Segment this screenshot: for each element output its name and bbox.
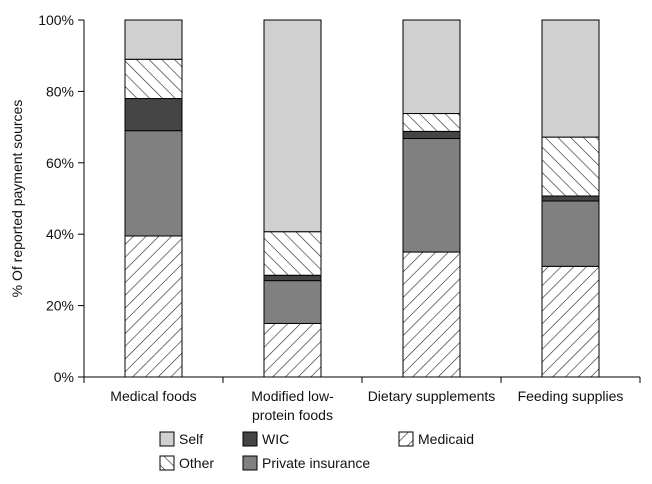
x-category-label: Medical foods: [110, 388, 196, 404]
bar-segment-self: [402, 19, 461, 115]
y-tick-label: 40%: [46, 226, 74, 242]
legend-swatch: [242, 431, 258, 447]
bar-segment-medicaid: [124, 235, 183, 378]
legend-label: Private insurance: [262, 455, 370, 471]
bar-segment-medicaid: [402, 251, 461, 378]
bar-segment-medicaid: [263, 322, 322, 378]
y-tick-label: 80%: [46, 83, 74, 99]
x-category-label: Modified low-: [251, 388, 334, 404]
legend-label: Other: [179, 455, 214, 471]
bar-segment-private-insurance: [541, 200, 600, 267]
bar-segment-wic: [263, 274, 322, 282]
y-tick-label: 100%: [38, 12, 74, 28]
legend-swatch: [242, 455, 258, 471]
legend-label: Medicaid: [418, 431, 474, 447]
legend-entry-other: Other: [159, 455, 214, 471]
bar-segment-other: [402, 113, 461, 132]
legend: Self WIC Medicaid Other Private insurance: [159, 431, 474, 471]
bar-segment-self: [541, 19, 600, 138]
legend-entry-private-insurance: Private insurance: [242, 455, 370, 471]
legend-swatch: [159, 431, 175, 447]
y-tick-label: 0%: [54, 369, 74, 385]
bar-segment-wic: [124, 98, 183, 132]
bar-segment-other: [541, 136, 600, 197]
y-axis-label: % Of reported payment sources: [9, 100, 25, 298]
legend-swatch: [159, 455, 175, 471]
y-tick-label: 60%: [46, 155, 74, 171]
y-tick-label: 20%: [46, 298, 74, 314]
bar-segment-self: [263, 19, 322, 233]
legend-label: Self: [179, 431, 203, 447]
legend-entry-wic: WIC: [242, 431, 289, 447]
bars: [124, 19, 600, 378]
bar-segment-private-insurance: [263, 280, 322, 324]
legend-entry-medicaid: Medicaid: [398, 431, 474, 447]
x-category-label: Dietary supplements: [368, 388, 496, 404]
bar-segment-wic: [402, 130, 461, 140]
bar-segment-private-insurance: [402, 138, 461, 253]
x-category-label: protein foods: [252, 407, 333, 423]
x-category-label: Feeding supplies: [518, 388, 624, 404]
legend-label: WIC: [262, 431, 289, 447]
bar-segment-self: [124, 19, 183, 60]
bar-segment-private-insurance: [124, 130, 183, 237]
bar-segment-other: [263, 231, 322, 276]
bar-segment-medicaid: [541, 265, 600, 378]
legend-entry-self: Self: [159, 431, 203, 447]
labels: 0% 20% 40% 60% 80% 100% % Of reported payment …: [9, 12, 623, 423]
bar-segment-wic: [541, 195, 600, 202]
bar-segment-other: [124, 58, 183, 100]
legend-swatch: [398, 431, 414, 447]
